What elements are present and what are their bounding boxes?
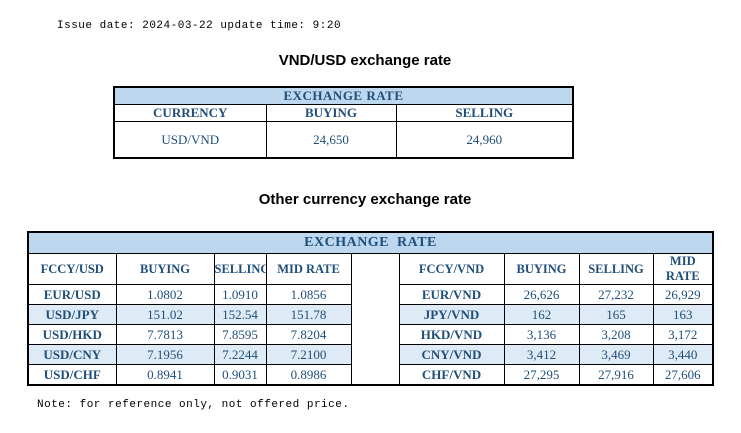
currency-pair-cell: JPY/VND — [398, 304, 505, 325]
mid-rate-cell: 151.78 — [265, 304, 352, 325]
column-header-currency: CURRENCY — [113, 104, 267, 122]
usd-vnd-rate-table: EXCHANGE RATE CURRENCY BUYING SELLING US… — [113, 86, 575, 159]
mid-rate-cell: 3,440 — [652, 344, 714, 365]
issue-date-line: Issue date: 2024-03-22 update time: 9:20 — [57, 20, 342, 32]
mid-rate-cell: 1.0856 — [265, 284, 352, 305]
currency-pair-cell: EUR/VND — [398, 284, 505, 305]
buying-rate-cell: 162 — [503, 304, 580, 325]
buying-rate-cell: 0.8941 — [115, 364, 215, 386]
buying-rate-cell: 7.7813 — [115, 324, 215, 345]
column-header-selling-right: SELLING — [578, 253, 654, 285]
column-header-buying: BUYING — [265, 104, 397, 122]
mid-rate-cell: 3,172 — [652, 324, 714, 345]
currency-pair-cell: USD/CHF — [27, 364, 117, 386]
spacer-column — [350, 253, 400, 386]
column-header-selling: SELLING — [395, 104, 574, 122]
table-row: USD/JPY 151.02 152.54 151.78 JPY/VND 162… — [27, 304, 714, 325]
buying-rate-cell: 3,412 — [503, 344, 580, 365]
table-row: USD/VND 24,650 24,960 — [113, 121, 574, 159]
selling-rate-cell: 7.8595 — [213, 324, 267, 345]
currency-pair-cell: CHF/VND — [398, 364, 505, 386]
currency-pair-cell: EUR/USD — [27, 284, 117, 305]
selling-rate-cell: 1.0910 — [213, 284, 267, 305]
selling-rate-cell: 27,916 — [578, 364, 654, 386]
buying-rate-cell: 26,626 — [503, 284, 580, 305]
currency-pair-cell: USD/JPY — [27, 304, 117, 325]
selling-rate-cell: 0.9031 — [213, 364, 267, 386]
currency-pair-cell: USD/HKD — [27, 324, 117, 345]
column-header-midrate-right: MID RATE — [652, 253, 714, 285]
currency-pair-cell: HKD/VND — [398, 324, 505, 345]
column-header-buying-left: BUYING — [115, 253, 215, 285]
column-header-fccy-usd: FCCY/USD — [27, 253, 117, 285]
table-header-band: EXCHANGE RATE — [27, 231, 714, 254]
table-row: USD/HKD 7.7813 7.8595 7.8204 HKD/VND 3,1… — [27, 324, 714, 345]
selling-rate-cell: 152.54 — [213, 304, 267, 325]
table-row: EUR/USD 1.0802 1.0910 1.0856 EUR/VND 26,… — [27, 284, 714, 305]
selling-rate-cell: 24,960 — [395, 121, 574, 159]
table-row: USD/CNY 7.1956 7.2244 7.2100 CNY/VND 3,4… — [27, 344, 714, 365]
selling-rate-cell: 7.2244 — [213, 344, 267, 365]
column-header-buying-right: BUYING — [503, 253, 580, 285]
table-header-band: EXCHANGE RATE — [113, 86, 574, 105]
table-row: USD/CHF 0.8941 0.9031 0.8986 CHF/VND 27,… — [27, 364, 714, 386]
buying-rate-cell: 27,295 — [503, 364, 580, 386]
selling-rate-cell: 27,232 — [578, 284, 654, 305]
mid-rate-cell: 26,929 — [652, 284, 714, 305]
currency-pair-cell: USD/VND — [113, 121, 267, 159]
currency-pair-cell: CNY/VND — [398, 344, 505, 365]
buying-rate-cell: 7.1956 — [115, 344, 215, 365]
buying-rate-cell: 3,136 — [503, 324, 580, 345]
other-table-title: Other currency exchange rate — [258, 191, 472, 208]
selling-rate-cell: 3,469 — [578, 344, 654, 365]
column-header-fccy-vnd: FCCY/VND — [398, 253, 505, 285]
column-header-selling-left: SELLING — [213, 253, 267, 285]
mid-rate-cell: 27,606 — [652, 364, 714, 386]
selling-rate-cell: 3,208 — [578, 324, 654, 345]
mid-rate-cell: 7.8204 — [265, 324, 352, 345]
usd-table-title: VND/USD exchange rate — [278, 52, 452, 69]
mid-rate-cell: 7.2100 — [265, 344, 352, 365]
buying-rate-cell: 151.02 — [115, 304, 215, 325]
note-line: Note: for reference only, not offered pr… — [37, 399, 350, 411]
mid-rate-cell: 163 — [652, 304, 714, 325]
mid-rate-cell: 0.8986 — [265, 364, 352, 386]
currency-pair-cell: USD/CNY — [27, 344, 117, 365]
other-currency-rate-table: EXCHANGE RATE FCCY/USD BUYING SELLING MI… — [27, 231, 715, 386]
buying-rate-cell: 24,650 — [265, 121, 397, 159]
buying-rate-cell: 1.0802 — [115, 284, 215, 305]
column-header-midrate-left: MID RATE — [265, 253, 352, 285]
selling-rate-cell: 165 — [578, 304, 654, 325]
